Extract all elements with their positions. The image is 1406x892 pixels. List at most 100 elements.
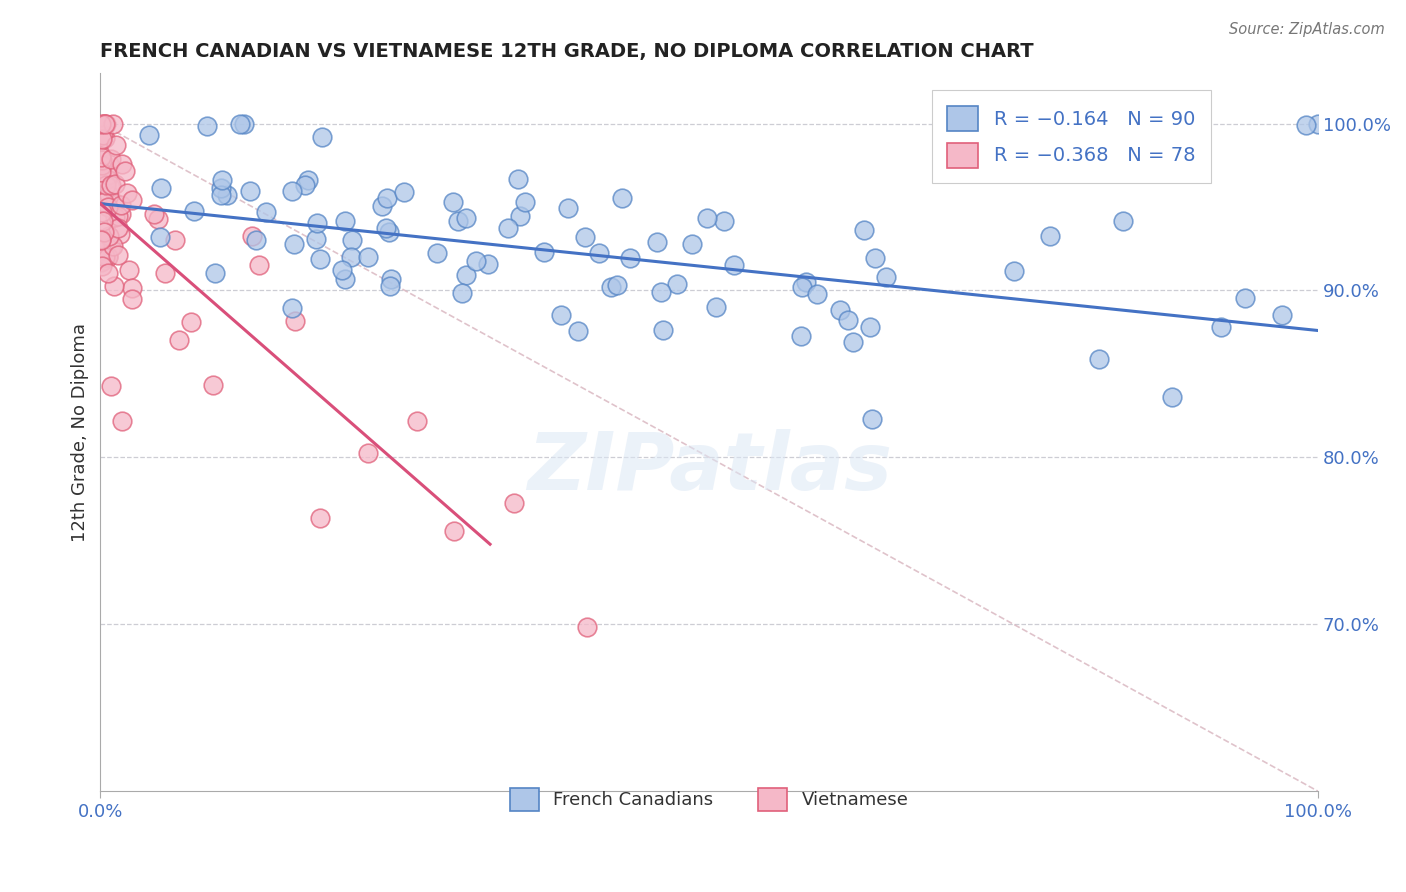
Point: [114, 163, 136, 178]
Point: [90, 116, 112, 130]
Point: [108, 227, 131, 241]
Point: [713, 214, 735, 228]
Point: [96, 171, 118, 186]
Point: [1295, 118, 1317, 132]
Point: [209, 180, 232, 194]
Point: [309, 252, 332, 266]
Point: [180, 315, 202, 329]
Point: [533, 245, 555, 260]
Point: [513, 195, 536, 210]
Point: [97, 228, 120, 243]
Point: [195, 119, 218, 133]
Point: [121, 193, 143, 207]
Point: [454, 211, 477, 225]
Point: [696, 211, 718, 226]
Point: [567, 324, 589, 338]
Point: [651, 322, 673, 336]
Point: [284, 314, 307, 328]
Point: [723, 258, 745, 272]
Point: [828, 303, 851, 318]
Point: [93, 116, 115, 130]
Point: [378, 225, 401, 239]
Point: [859, 319, 882, 334]
Point: [91, 213, 114, 227]
Point: [165, 233, 187, 247]
Point: [90, 234, 112, 248]
Point: [1271, 308, 1294, 322]
Point: [842, 334, 865, 349]
Point: [297, 173, 319, 187]
Point: [1209, 319, 1232, 334]
Point: [90, 254, 112, 268]
Point: [339, 250, 361, 264]
Point: [90, 132, 112, 146]
Point: [550, 308, 572, 322]
Point: [91, 153, 114, 167]
Point: [183, 203, 205, 218]
Point: [333, 214, 356, 228]
Point: [606, 277, 628, 292]
Point: [294, 178, 316, 193]
Point: [138, 128, 160, 142]
Point: [97, 250, 120, 264]
Point: [619, 252, 641, 266]
Point: [443, 524, 465, 538]
Point: [209, 188, 232, 202]
Point: [392, 185, 415, 199]
Point: [107, 209, 129, 223]
Point: [704, 300, 727, 314]
Point: [281, 184, 304, 198]
Point: [281, 301, 304, 315]
Point: [588, 245, 610, 260]
Point: [1088, 352, 1111, 367]
Point: [375, 221, 398, 235]
Point: [149, 181, 172, 195]
Point: [232, 116, 254, 130]
Point: [111, 156, 134, 170]
Point: [647, 235, 669, 250]
Point: [118, 263, 141, 277]
Point: [875, 270, 897, 285]
Point: [792, 280, 814, 294]
Point: [100, 378, 122, 392]
Point: [90, 204, 112, 219]
Point: [93, 194, 115, 209]
Point: [240, 229, 263, 244]
Point: [110, 198, 132, 212]
Point: [211, 173, 233, 187]
Point: [1161, 390, 1184, 404]
Point: [149, 230, 172, 244]
Point: [217, 188, 239, 202]
Point: [97, 200, 120, 214]
Point: [98, 187, 121, 202]
Point: [447, 213, 470, 227]
Point: [103, 278, 125, 293]
Point: [94, 178, 117, 193]
Point: [110, 207, 132, 221]
Point: [357, 446, 380, 460]
Point: [837, 313, 859, 327]
Point: [509, 209, 531, 223]
Point: [1039, 229, 1062, 244]
Point: [406, 413, 429, 427]
Point: [1112, 214, 1135, 228]
Point: [333, 272, 356, 286]
Point: [503, 496, 526, 510]
Point: [863, 251, 886, 265]
Point: [506, 172, 529, 186]
Point: [477, 257, 499, 271]
Point: [167, 334, 190, 348]
Point: [454, 268, 477, 282]
Point: [104, 195, 127, 210]
Point: [305, 216, 328, 230]
Point: [111, 414, 134, 428]
Point: [1002, 264, 1025, 278]
Point: [451, 286, 474, 301]
Point: [370, 199, 392, 213]
Point: [666, 277, 689, 291]
Point: [239, 184, 262, 198]
Point: [97, 266, 120, 280]
Point: [357, 250, 380, 264]
Point: [90, 243, 112, 257]
Text: ZIPatlas: ZIPatlas: [527, 429, 891, 508]
